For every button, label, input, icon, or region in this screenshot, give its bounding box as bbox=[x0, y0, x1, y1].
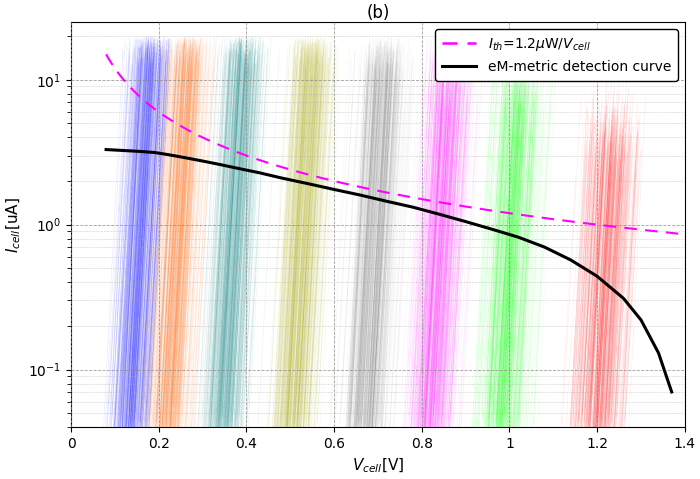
X-axis label: $V_{cell}$[V]: $V_{cell}$[V] bbox=[352, 456, 404, 475]
Legend: $I_{th}$=1.2$\mu$W/$V_{cell}$, eM-metric detection curve: $I_{th}$=1.2$\mu$W/$V_{cell}$, eM-metric… bbox=[435, 29, 678, 81]
Title: (b): (b) bbox=[366, 4, 390, 22]
Y-axis label: $I_{cell}$[uA]: $I_{cell}$[uA] bbox=[4, 196, 22, 253]
